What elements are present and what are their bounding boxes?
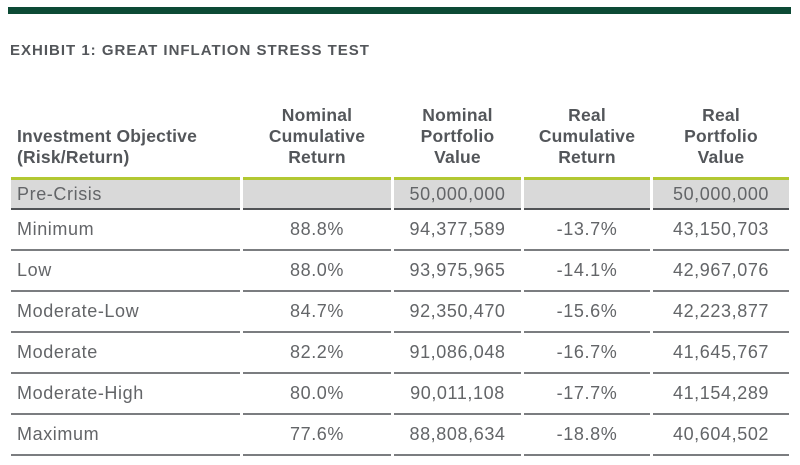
col-header-investment-objective: Investment Objective (Risk/Return)	[11, 85, 240, 180]
cell-real-portfolio-value: 42,967,076	[653, 251, 789, 292]
stress-test-table: Investment Objective (Risk/Return) Nomin…	[8, 85, 792, 456]
cell-nominal-cumulative-return: 88.8%	[243, 210, 391, 251]
cell-objective: Low	[11, 251, 240, 292]
cell-nominal-cumulative-return: 84.7%	[243, 292, 391, 333]
table-row-maximum: Maximum 77.6% 88,808,634 -18.8% 40,604,5…	[11, 415, 789, 456]
cell-nominal-cumulative-return: 77.6%	[243, 415, 391, 456]
cell-real-portfolio-value: 41,154,289	[653, 374, 789, 415]
table-row-pre-crisis: Pre-Crisis 50,000,000 50,000,000	[11, 180, 789, 210]
cell-objective: Minimum	[11, 210, 240, 251]
cell-nominal-portfolio-value: 93,975,965	[394, 251, 521, 292]
cell-nominal-portfolio-value: 94,377,589	[394, 210, 521, 251]
cell-nominal-portfolio-value: 90,011,108	[394, 374, 521, 415]
cell-real-cumulative-return: -16.7%	[524, 333, 650, 374]
table-row-moderate-high: Moderate-High 80.0% 90,011,108 -17.7% 41…	[11, 374, 789, 415]
cell-objective: Pre-Crisis	[11, 180, 240, 210]
cell-real-portfolio-value: 43,150,703	[653, 210, 789, 251]
cell-nominal-portfolio-value: 88,808,634	[394, 415, 521, 456]
col-header-nominal-portfolio-value: Nominal Portfolio Value	[394, 85, 521, 180]
cell-real-cumulative-return: -17.7%	[524, 374, 650, 415]
cell-real-cumulative-return: -13.7%	[524, 210, 650, 251]
table-row-low: Low 88.0% 93,975,965 -14.1% 42,967,076	[11, 251, 789, 292]
cell-nominal-portfolio-value: 91,086,048	[394, 333, 521, 374]
cell-nominal-portfolio-value: 92,350,470	[394, 292, 521, 333]
cell-real-portfolio-value: 42,223,877	[653, 292, 789, 333]
cell-nominal-portfolio-value: 50,000,000	[394, 180, 521, 210]
cell-real-cumulative-return: -15.6%	[524, 292, 650, 333]
cell-objective: Moderate-High	[11, 374, 240, 415]
table-row-minimum: Minimum 88.8% 94,377,589 -13.7% 43,150,7…	[11, 210, 789, 251]
cell-real-portfolio-value: 40,604,502	[653, 415, 789, 456]
cell-objective: Moderate	[11, 333, 240, 374]
cell-objective: Moderate-Low	[11, 292, 240, 333]
cell-nominal-cumulative-return	[243, 180, 391, 210]
cell-real-portfolio-value: 50,000,000	[653, 180, 789, 210]
cell-nominal-cumulative-return: 82.2%	[243, 333, 391, 374]
header-row: Investment Objective (Risk/Return) Nomin…	[11, 85, 789, 180]
col-header-real-portfolio-value: Real Portfolio Value	[653, 85, 789, 180]
top-accent-bar	[8, 7, 791, 14]
cell-objective: Maximum	[11, 415, 240, 456]
cell-real-cumulative-return: -18.8%	[524, 415, 650, 456]
col-header-real-cumulative-return: Real Cumulative Return	[524, 85, 650, 180]
cell-real-cumulative-return: -14.1%	[524, 251, 650, 292]
cell-nominal-cumulative-return: 80.0%	[243, 374, 391, 415]
cell-real-portfolio-value: 41,645,767	[653, 333, 789, 374]
col-header-nominal-cumulative-return: Nominal Cumulative Return	[243, 85, 391, 180]
table-row-moderate: Moderate 82.2% 91,086,048 -16.7% 41,645,…	[11, 333, 789, 374]
cell-real-cumulative-return	[524, 180, 650, 210]
cell-nominal-cumulative-return: 88.0%	[243, 251, 391, 292]
table-row-moderate-low: Moderate-Low 84.7% 92,350,470 -15.6% 42,…	[11, 292, 789, 333]
exhibit-title: EXHIBIT 1: GREAT INFLATION STRESS TEST	[10, 42, 370, 59]
